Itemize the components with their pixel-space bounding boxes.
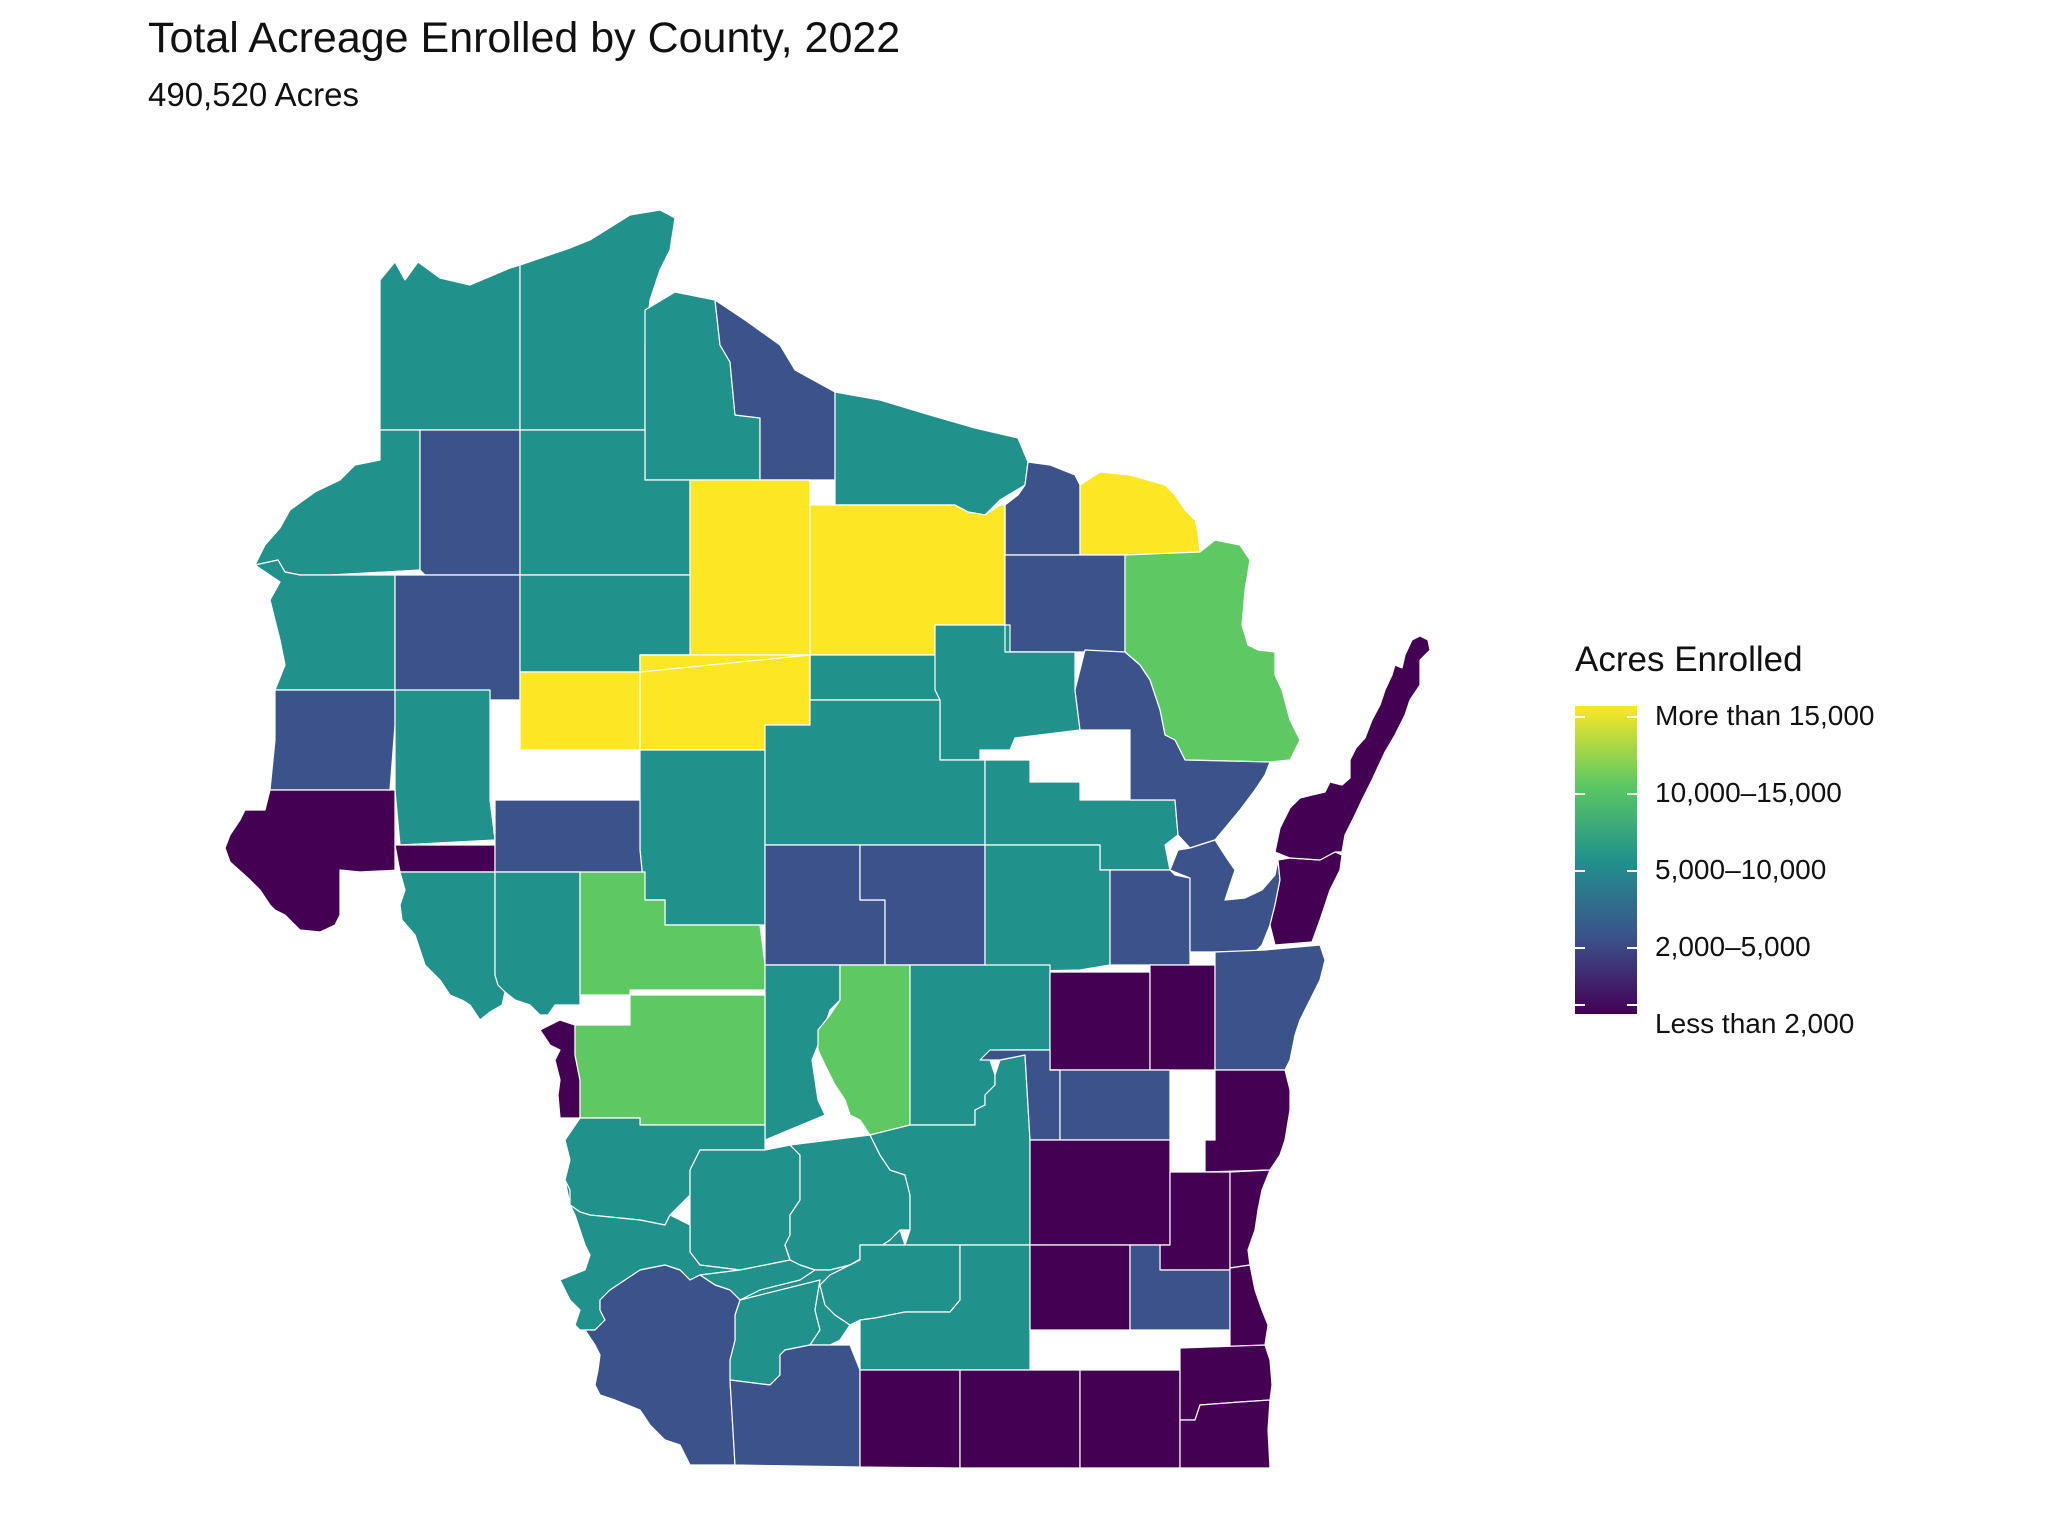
county-taylor	[639, 654, 811, 673]
county-barron	[394, 574, 521, 701]
county-dodge	[1029, 1139, 1171, 1246]
map-title: Total Acreage Enrolled by County, 2022	[148, 14, 901, 62]
county-rock	[959, 1369, 1081, 1469]
county-ozaukee	[1229, 1169, 1271, 1269]
legend-tick	[1575, 793, 1585, 795]
legend-label-2000-5000: 2,000–5,000	[1655, 931, 1811, 962]
county-buffalo	[399, 871, 506, 1021]
county-kenosha	[1179, 1399, 1271, 1469]
county-polk	[254, 559, 396, 691]
county-milwaukee	[1229, 1264, 1269, 1349]
legend-tick	[1575, 1004, 1585, 1006]
legend-label-10000-15000: 10,000–15,000	[1655, 777, 1842, 808]
legend-tick	[1575, 716, 1585, 718]
county-pierce	[224, 789, 401, 933]
county-outagamie	[1109, 869, 1191, 966]
county-marinette	[1079, 471, 1201, 556]
county-st-croix	[269, 689, 396, 791]
county-door	[1274, 635, 1431, 861]
county-kewaunee	[1269, 851, 1343, 946]
county-washburn	[419, 429, 521, 576]
county-pepin	[394, 844, 496, 873]
county-calumet	[1149, 964, 1216, 1071]
county-trempealeau	[494, 871, 581, 1016]
county-price	[689, 479, 811, 656]
legend-tick	[1575, 947, 1585, 949]
legend-tick	[1627, 947, 1637, 949]
county-burnett	[254, 429, 421, 576]
legend-tick	[1627, 1004, 1637, 1006]
map-subtitle: 490,520 Acres	[148, 76, 359, 113]
legend-tick	[1627, 716, 1637, 718]
legend-color-bar	[1575, 706, 1637, 1014]
county-green	[859, 1369, 961, 1469]
county-washington	[1159, 1171, 1231, 1271]
county-jefferson	[1029, 1244, 1131, 1331]
legend-tick	[1627, 793, 1637, 795]
county-dunn	[394, 689, 496, 846]
county-clark	[639, 749, 766, 926]
county-manitowoc	[1214, 944, 1326, 1071]
legend-title: Acres Enrolled	[1575, 640, 1803, 679]
county-winnebago	[1049, 971, 1151, 1071]
county-lafayette	[729, 1344, 861, 1468]
county-grant	[584, 1264, 741, 1466]
county-sauk-richland-area	[689, 1144, 801, 1271]
county-monroe	[574, 994, 766, 1126]
county-vilas	[834, 391, 1029, 516]
county-walworth	[1079, 1369, 1181, 1469]
legend-tick	[1575, 870, 1585, 872]
legend-label-5000-10000: 5,000–10,000	[1655, 854, 1827, 885]
legend-label-more-than-15000: More than 15,000	[1655, 700, 1875, 731]
legend-tick	[1627, 870, 1637, 872]
legend: Acres Enrolled More than 15,000 10,000–1…	[1575, 640, 1995, 1040]
county-la-crosse	[539, 1019, 581, 1119]
legend-label-less-than-2000: Less than 2,000	[1655, 1008, 1855, 1039]
county-marinette-south	[1074, 649, 1271, 849]
county-jackson	[579, 871, 766, 996]
county-douglas	[379, 261, 521, 431]
county-fond-du-lac	[1049, 1069, 1171, 1141]
county-waupaca	[984, 844, 1111, 973]
county-sheboygan	[1204, 1069, 1291, 1173]
